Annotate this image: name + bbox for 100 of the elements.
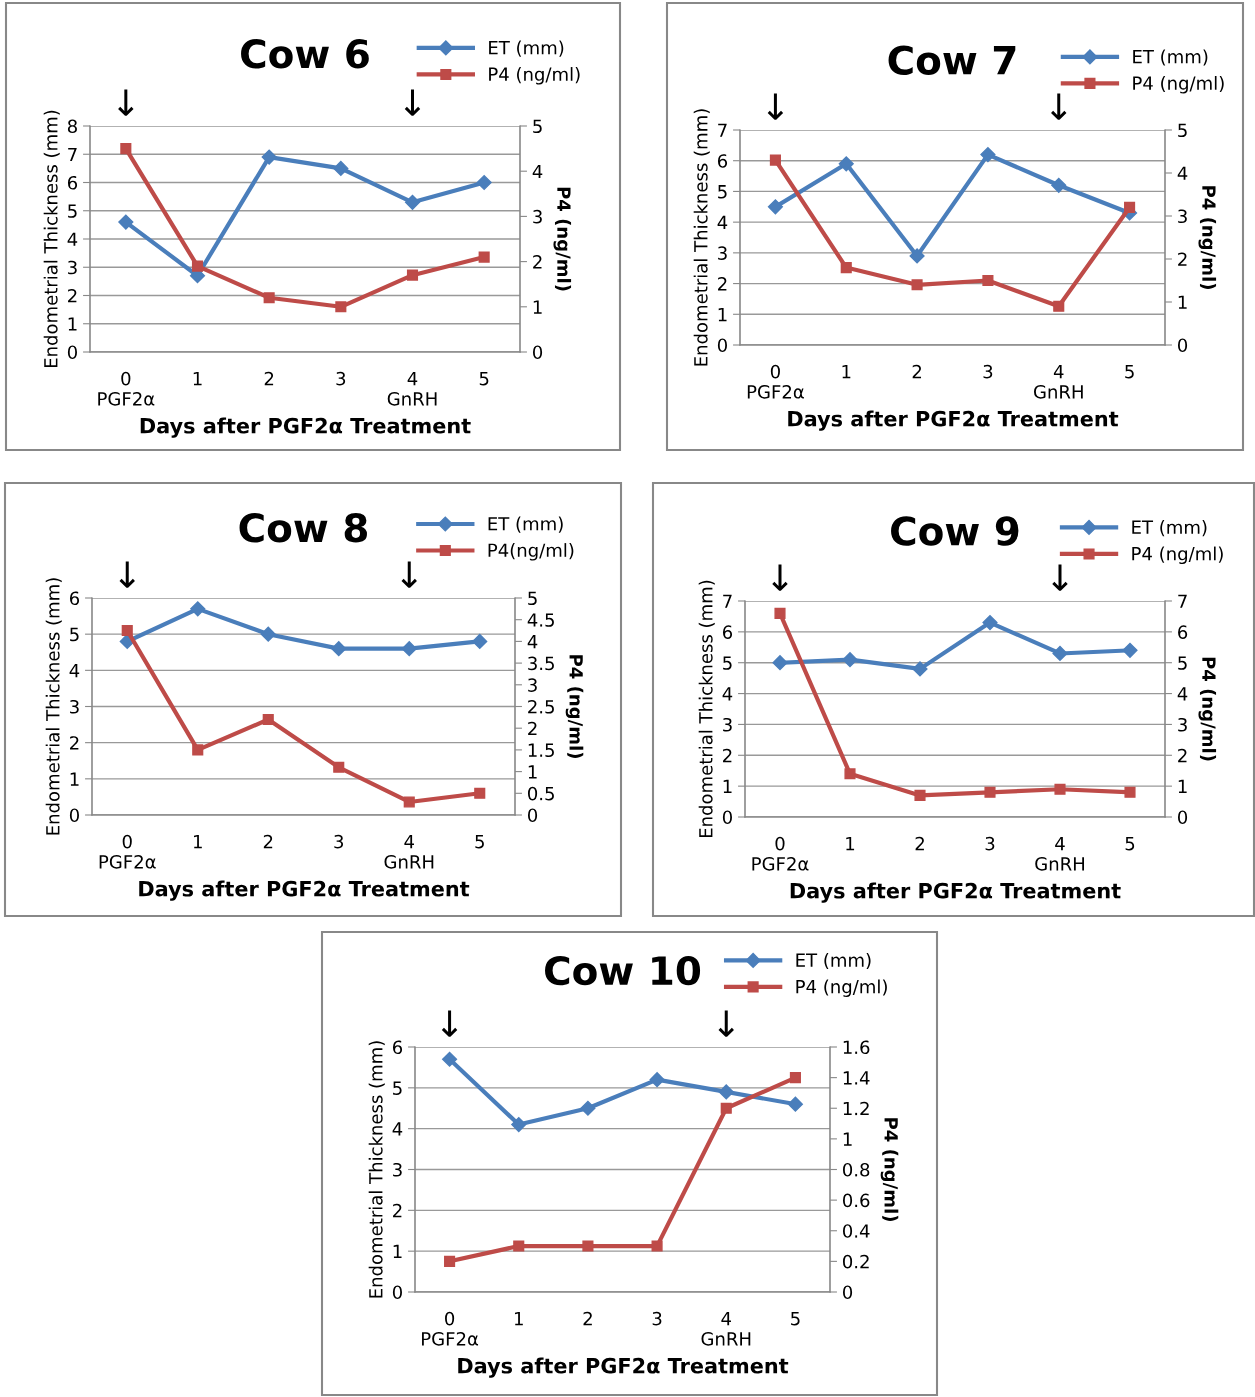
y-tick-label: 6 (392, 1040, 403, 1055)
y-tick-label: 0 (717, 338, 727, 353)
y2-tick-label: 2 (1178, 748, 1187, 763)
point (478, 251, 490, 263)
point (260, 626, 276, 642)
y2-tick-label: 4 (532, 164, 543, 179)
legend-label: P4 (ng/ml) (1133, 76, 1224, 94)
point (120, 143, 132, 155)
y2-axis-title: P4 (ng/ml) (553, 187, 572, 291)
chart-title: Cow 9 (891, 516, 1019, 546)
point (769, 154, 781, 166)
y2-tick-label: 3 (533, 209, 542, 224)
y2-tick-label: 1 (528, 765, 537, 779)
x-tick-label: 3 (334, 834, 344, 849)
legend-label: ET (mm) (489, 40, 564, 57)
y-tick-label: 2 (718, 277, 727, 291)
y2-tick-label: 7 (1178, 594, 1187, 608)
y2-tick-label: 1.5 (528, 743, 554, 758)
y2-tick-label: 4.5 (527, 613, 554, 627)
y2-tick-label: 0 (1178, 810, 1188, 825)
y-tick-label: 7 (718, 123, 727, 137)
x-tick-label: 3 (983, 364, 993, 379)
legend-label: ET (mm) (796, 953, 871, 970)
x-tick-label: 3 (985, 836, 995, 851)
x-tick-label: 5 (791, 1312, 800, 1326)
x-tick-label: 5 (1125, 365, 1134, 379)
point (472, 633, 488, 649)
x-tick-label: 4 GnRH (387, 372, 437, 406)
y-tick-label: 2 (723, 748, 732, 763)
x-tick-label: 2 (264, 371, 274, 386)
y-axis-title: Endometrial Thickness (mm) (43, 110, 60, 368)
x-tick-label: 1 (846, 837, 855, 851)
y-tick-label: 3 (718, 246, 727, 260)
point (911, 279, 923, 291)
y2-tick-label: 1 (533, 300, 542, 314)
y-tick-label: 5 (723, 656, 732, 670)
y-axis-title: Endometrial Thickness (mm) (45, 578, 62, 835)
x-tick-label: 4 GnRH (701, 1312, 751, 1346)
point (980, 147, 996, 163)
y-tick-label: 1 (68, 317, 77, 331)
chart-title: Cow 7 (888, 45, 1016, 75)
y2-tick-label: 3.5 (528, 656, 554, 671)
y2-tick-label: 2.5 (528, 699, 554, 714)
x-tick-label: 0 PGF2α (752, 836, 809, 871)
y-tick-label: 5 (393, 1081, 402, 1095)
y-tick-label: 4 (717, 215, 728, 229)
point (406, 269, 419, 281)
point (331, 641, 347, 657)
point (401, 641, 417, 657)
y-tick-label: 4 (69, 664, 80, 678)
y2-tick-label: 5 (533, 119, 542, 134)
point (1122, 642, 1138, 658)
y-tick-label: 4 (722, 687, 733, 701)
text: ↓ (441, 1010, 458, 1037)
y-tick-label: 8 (67, 119, 77, 134)
x-tick-label: 0 PGF2α (99, 834, 156, 869)
y-tick-label: 1 (723, 779, 732, 793)
y2-tick-label: 0.2 (843, 1254, 869, 1269)
text: ↓ (1052, 564, 1068, 591)
x-tick-label: 0 PGF2α (747, 364, 804, 399)
point (912, 661, 928, 677)
legend-label: P4 (ng/ml) (796, 979, 887, 997)
y2-tick-label: 0 (843, 1285, 853, 1300)
point (444, 1255, 456, 1267)
point (982, 615, 998, 631)
x-tick-label: 3 (336, 371, 346, 386)
y-axis-title: Endometrial Thickness (mm) (693, 109, 710, 366)
x-tick-label: 2 (263, 834, 273, 849)
y2-tick-label: 0.6 (843, 1193, 870, 1208)
chart-title: Cow 6 (241, 39, 369, 69)
x-tick-label: 4 GnRH (1035, 837, 1085, 871)
y2-axis-title: P4 (ng/ml) (1198, 186, 1217, 289)
point (774, 607, 786, 619)
legend-label: P4(ng/ml) (488, 543, 574, 561)
y-tick-label: 5 (718, 185, 727, 199)
y2-tick-label: 1 (1178, 779, 1187, 793)
x-tick-label: 0 PGF2α (98, 371, 155, 406)
y-tick-label: 3 (70, 699, 79, 714)
y2-tick-label: 1.6 (843, 1040, 870, 1055)
y-tick-label: 3 (68, 260, 77, 275)
point (838, 156, 854, 172)
x-tick-label: 1 (193, 372, 202, 386)
x-axis-title: Days after PGF2α Treatment (139, 880, 470, 901)
point (842, 652, 858, 668)
y2-tick-label: 5 (1178, 123, 1187, 138)
point (787, 1096, 803, 1112)
legend-label: ET (mm) (488, 516, 563, 533)
y2-tick-label: 6 (1178, 625, 1188, 639)
x-tick-label: 2 (915, 836, 924, 851)
point (1124, 201, 1136, 213)
y2-tick-label: 0.4 (843, 1224, 870, 1238)
y2-tick-label: 2 (1178, 252, 1187, 266)
x-tick-label: 5 (479, 372, 489, 386)
x-tick-label: 4 GnRH (1033, 365, 1083, 399)
point (404, 194, 421, 210)
point (909, 248, 925, 264)
y-tick-label: 1 (718, 307, 727, 322)
legend-label: ET (mm) (1132, 520, 1207, 537)
y2-tick-label: 1 (843, 1132, 852, 1146)
x-axis-title: Days after PGF2α Treatment (788, 410, 1119, 431)
